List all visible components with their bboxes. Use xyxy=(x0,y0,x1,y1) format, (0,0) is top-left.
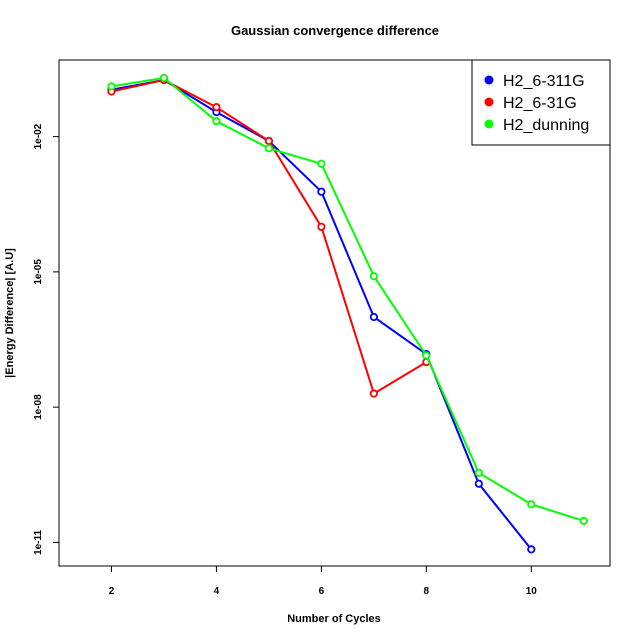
x-axis: 2 4 6 8 10 xyxy=(109,566,538,597)
series-line xyxy=(111,76,585,522)
series-line xyxy=(111,78,533,551)
legend-box xyxy=(471,59,611,146)
x-tick-label: 10 xyxy=(526,586,538,597)
y-tick-label: 1e-05 xyxy=(33,259,44,285)
series-line xyxy=(111,78,427,396)
plot-frame xyxy=(58,59,611,567)
x-tick-label: 2 xyxy=(109,586,115,597)
data-point xyxy=(264,144,274,153)
data-point xyxy=(369,389,378,398)
series-layer xyxy=(107,73,588,554)
data-point xyxy=(369,272,378,281)
data-point xyxy=(422,351,431,360)
y-tick-label: 1e-02 xyxy=(33,123,44,149)
data-point xyxy=(527,500,536,509)
data-point xyxy=(107,82,116,91)
legend-swatch xyxy=(484,97,494,107)
legend-label: H2_dunning xyxy=(503,117,589,134)
data-point xyxy=(159,73,169,83)
data-point xyxy=(369,312,378,322)
data-point xyxy=(474,468,483,477)
y-axis-label: |Energy Difference| [A.U] xyxy=(4,248,16,378)
x-axis-label: Number of Cycles xyxy=(287,613,381,625)
legend-swatch xyxy=(484,75,494,85)
data-point xyxy=(317,222,326,231)
data-point xyxy=(212,103,221,112)
data-point xyxy=(579,516,588,526)
legend-label: H2_6-311G xyxy=(503,73,585,90)
series-h2-6-31g xyxy=(107,75,431,398)
legend-item: H2_dunning xyxy=(484,117,589,134)
x-tick-label: 6 xyxy=(319,586,325,597)
series-h2-6-311g xyxy=(107,75,536,554)
y-tick-label: 1e-08 xyxy=(33,394,44,420)
x-tick-label: 4 xyxy=(214,586,220,597)
data-point xyxy=(527,545,536,554)
series-h2-dunning xyxy=(107,73,588,526)
y-axis: 1e-02 1e-05 1e-08 1e-11 xyxy=(33,123,59,555)
data-point xyxy=(212,117,221,126)
data-point xyxy=(317,159,326,168)
legend-swatch xyxy=(484,119,494,129)
y-tick-label: 1e-11 xyxy=(33,529,44,554)
legend-item: H2_6-31G xyxy=(484,95,577,112)
legend: H2_6-311G H2_6-31G H2_dunning xyxy=(471,59,611,146)
data-point xyxy=(474,479,483,488)
legend-item: H2_6-311G xyxy=(484,73,585,90)
data-point xyxy=(317,187,326,196)
legend-label: H2_6-31G xyxy=(503,95,577,112)
x-tick-label: 8 xyxy=(424,586,430,597)
chart-title: Gaussian convergence difference xyxy=(231,23,439,38)
data-point xyxy=(264,136,274,146)
